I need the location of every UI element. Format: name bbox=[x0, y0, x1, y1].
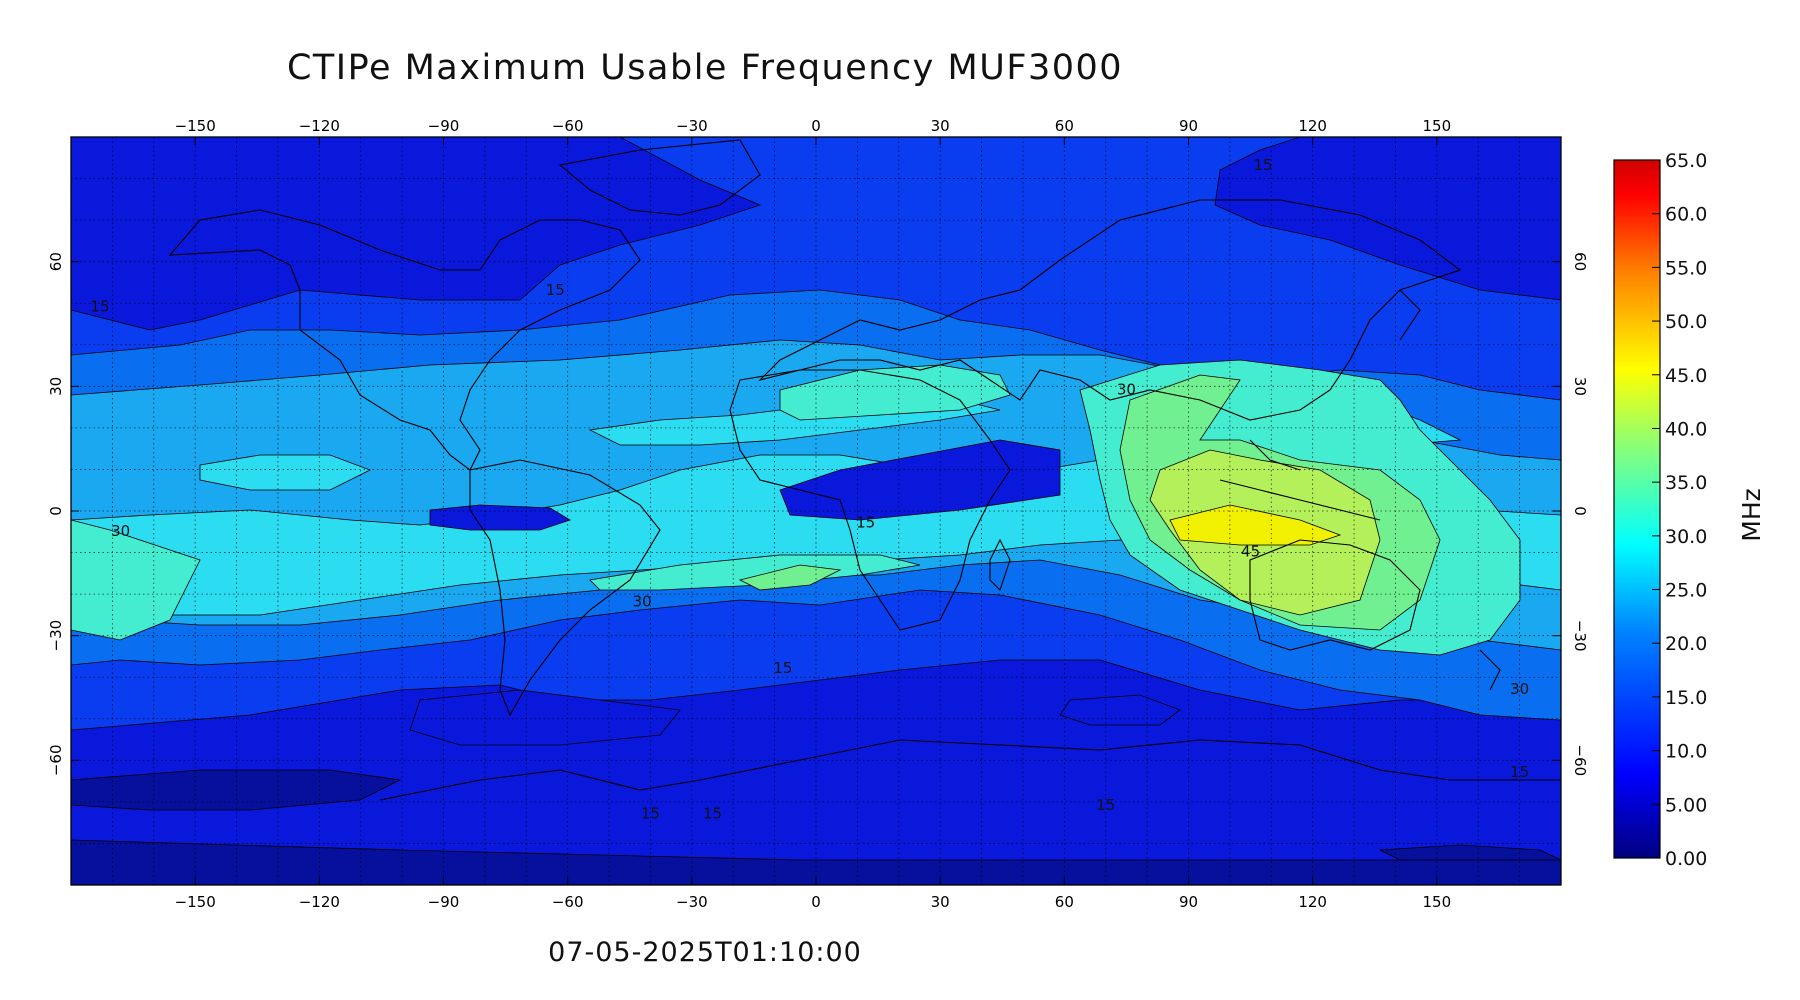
contour-label: 30 bbox=[1117, 381, 1136, 399]
colorbar-tick-label: 20.0 bbox=[1665, 633, 1707, 655]
contour-label: 15 bbox=[90, 298, 109, 316]
band-5-10-arctic bbox=[71, 137, 1561, 301]
lon-label-bottom: 150 bbox=[1423, 893, 1452, 911]
contour-label: 15 bbox=[546, 281, 565, 299]
colorbar-fill bbox=[1613, 159, 1661, 859]
band-5-10-pacific-low bbox=[429, 504, 571, 531]
lat-label-left: 30 bbox=[47, 377, 65, 396]
lon-label-top: −150 bbox=[175, 117, 216, 135]
lat-label-left: −30 bbox=[47, 620, 65, 652]
colorbar: 65.0 60.0 55.0 50.0 45.0 40.0 35.0 30.0 25.0 20.0… bbox=[1613, 150, 1766, 870]
band-45-50 bbox=[1169, 504, 1342, 546]
contour-label: 15 bbox=[641, 805, 660, 823]
lon-label-bottom: −60 bbox=[552, 893, 584, 911]
lat-label-right: −60 bbox=[1571, 745, 1589, 777]
colorbar-tick-label: 0.00 bbox=[1665, 848, 1707, 870]
contour-label: 30 bbox=[1510, 680, 1529, 698]
lon-label-bottom: 0 bbox=[811, 893, 821, 911]
coast-japan bbox=[1399, 289, 1421, 341]
band-0-5-south bbox=[71, 769, 1561, 885]
lon-label-top: −120 bbox=[299, 117, 340, 135]
lat-label-right: 60 bbox=[1571, 252, 1589, 271]
contour-label: 15 bbox=[703, 805, 722, 823]
colorbar-unit: MHz bbox=[1737, 488, 1766, 542]
colorbar-tick-label: 25.0 bbox=[1665, 580, 1707, 602]
lat-label-right: 30 bbox=[1571, 377, 1589, 396]
coastlines bbox=[168, 139, 1561, 801]
lon-label-bottom: −30 bbox=[676, 893, 708, 911]
lon-label-top: −30 bbox=[676, 117, 708, 135]
lon-label-top: 0 bbox=[811, 117, 821, 135]
colorbar-tick-label: 35.0 bbox=[1665, 472, 1707, 494]
coast-indonesia bbox=[1219, 439, 1381, 521]
lon-label-top: 60 bbox=[1055, 117, 1074, 135]
band-5-10-south-atlantic-low bbox=[409, 689, 1181, 746]
colorbar-tick-label: 50.0 bbox=[1665, 311, 1707, 333]
colorbar-tick-label: 30.0 bbox=[1665, 526, 1707, 548]
colorbar-tick-label: 60.0 bbox=[1665, 204, 1707, 226]
colorbar-tick-label: 55.0 bbox=[1665, 257, 1707, 279]
lat-label-right: 0 bbox=[1571, 506, 1589, 516]
lon-label-top: 150 bbox=[1423, 117, 1452, 135]
coast-greenland bbox=[558, 139, 761, 216]
contour-label: 15 bbox=[773, 659, 792, 677]
lat-label-left: −60 bbox=[47, 745, 65, 777]
lon-label-bottom: −120 bbox=[299, 893, 340, 911]
contour-label: 15 bbox=[1096, 796, 1115, 814]
coast-europe-asia bbox=[758, 199, 1462, 421]
lat-label-right: −30 bbox=[1571, 620, 1589, 652]
colorbar-tick-label: 40.0 bbox=[1665, 418, 1707, 440]
contour-labels: 15 15 15 30 30 15 45 30 15 30 15 15 15 15 bbox=[90, 156, 1529, 822]
graticule bbox=[71, 137, 1561, 885]
colorbar-tick-label: 45.0 bbox=[1665, 365, 1707, 387]
contour-label: 30 bbox=[633, 593, 652, 611]
colorbar-tick-label: 5.00 bbox=[1665, 794, 1707, 816]
contour-label: 15 bbox=[856, 514, 875, 532]
lon-label-bottom: 90 bbox=[1179, 893, 1198, 911]
coast-madagascar bbox=[989, 538, 1011, 592]
colorbar-tick-label: 15.0 bbox=[1665, 687, 1707, 709]
lat-label-left: 60 bbox=[47, 252, 65, 271]
coast-australia bbox=[1249, 539, 1421, 651]
coast-north-america bbox=[168, 209, 641, 471]
lon-label-top: −60 bbox=[552, 117, 584, 135]
contour-label: 15 bbox=[1510, 763, 1529, 781]
colorbar-ticks: 65.0 60.0 55.0 50.0 45.0 40.0 35.0 30.0 25.0 20.0… bbox=[1652, 150, 1707, 870]
colorbar-tick-label: 65.0 bbox=[1665, 150, 1707, 172]
lat-label-left: 0 bbox=[47, 506, 65, 516]
map-axes: −150 −150 −120 −120 −90 −90 −60 −60 −30 −30 0 0 30 30… bbox=[47, 117, 1589, 911]
lon-label-top: 90 bbox=[1179, 117, 1198, 135]
lon-label-bottom: −150 bbox=[175, 893, 216, 911]
lon-label-top: 30 bbox=[931, 117, 950, 135]
lon-label-bottom: 30 bbox=[931, 893, 950, 911]
coast-antarctica bbox=[379, 739, 1561, 801]
chart-title: CTIPe Maximum Usable Frequency MUF3000 bbox=[286, 48, 1124, 88]
colorbar-tick-label: 10.0 bbox=[1665, 741, 1707, 763]
band-5-10-north bbox=[71, 137, 762, 331]
lon-label-top: 120 bbox=[1298, 117, 1327, 135]
timestamp: 07-05-2025T01:10:00 bbox=[548, 937, 862, 968]
lon-label-bottom: 120 bbox=[1298, 893, 1327, 911]
contour-label: 45 bbox=[1241, 543, 1260, 561]
coast-south-america bbox=[469, 459, 661, 717]
contour-label: 15 bbox=[1253, 156, 1272, 174]
lon-label-top: −90 bbox=[428, 117, 460, 135]
lon-label-bottom: 60 bbox=[1055, 893, 1074, 911]
contour-label: 30 bbox=[111, 522, 130, 540]
coast-new-zealand bbox=[1479, 649, 1501, 691]
lon-label-bottom: −90 bbox=[428, 893, 460, 911]
